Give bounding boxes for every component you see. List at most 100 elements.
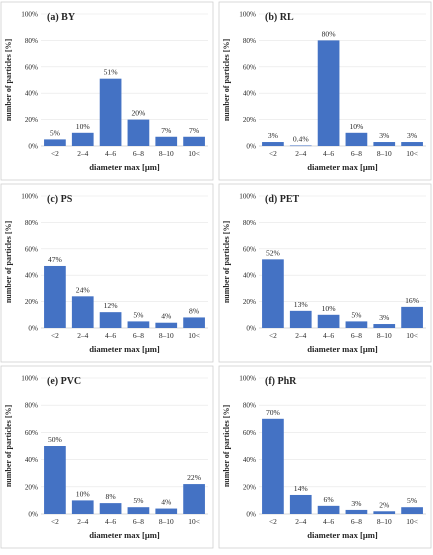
chart-title: (a) BY — [47, 12, 76, 23]
panel-frame — [218, 1, 432, 181]
bar — [289, 310, 312, 328]
y-tick-label: 40% — [25, 456, 38, 464]
x-tick-label: 4–6 — [105, 517, 116, 526]
y-tick-label: 20% — [243, 298, 256, 306]
y-tick-label: 0% — [28, 143, 38, 151]
x-tick-label: <2 — [269, 149, 277, 158]
x-tick-label: 8–10 — [159, 331, 174, 340]
x-tick-label: 10< — [188, 149, 200, 158]
bar — [183, 484, 205, 514]
data-label: 3% — [379, 313, 390, 322]
chart-title: (d) PET — [265, 194, 300, 205]
y-tick-label: 40% — [243, 90, 256, 98]
bar — [262, 418, 284, 514]
x-axis-label: diameter max [μm] — [89, 530, 160, 540]
y-tick-label: 100% — [21, 11, 38, 19]
y-tick-label: 100% — [21, 375, 38, 383]
panel-frame — [0, 1, 214, 181]
bar — [183, 317, 205, 328]
data-label: 2% — [379, 500, 390, 509]
bar — [373, 324, 396, 328]
data-label: 50% — [48, 435, 63, 444]
y-tick-label: 0% — [246, 511, 256, 519]
chart-title: (f) PhR — [265, 376, 297, 387]
x-tick-label: <2 — [51, 517, 59, 526]
bar — [71, 500, 94, 514]
data-label: 80% — [322, 29, 337, 38]
bar — [155, 136, 178, 146]
data-label: 3% — [351, 499, 362, 508]
data-label: 20% — [131, 109, 146, 118]
x-tick-label: 2–4 — [295, 331, 306, 340]
chart-title: (c) PS — [47, 194, 73, 205]
x-axis-label: diameter max [μm] — [307, 344, 378, 354]
y-tick-label: 100% — [239, 375, 256, 383]
panel-frame — [0, 183, 214, 363]
chart-panel-6: 0% 20% 40% 60% 80% 100% 70% <2 14% 2–4 6% 4–6 3% 6–8 2… — [218, 365, 432, 549]
x-tick-label: 6–8 — [133, 331, 144, 340]
y-tick-label: 20% — [25, 116, 38, 124]
bar — [401, 306, 423, 328]
chart-panel-1: 0% 20% 40% 60% 80% 100% 5% <2 10% 2–4 51% 4–6 20% 6–8… — [0, 1, 214, 181]
x-tick-label: 8–10 — [377, 149, 392, 158]
x-axis-label: diameter max [μm] — [89, 344, 160, 354]
data-label: 51% — [104, 68, 119, 77]
bar — [345, 132, 368, 146]
data-label: 7% — [189, 126, 200, 135]
bar — [373, 511, 396, 514]
x-tick-label: 10< — [406, 331, 418, 340]
x-tick-label: 4–6 — [105, 331, 116, 340]
y-tick-label: 0% — [246, 325, 256, 333]
data-label: 14% — [294, 484, 309, 493]
panel-frame — [218, 183, 432, 363]
y-tick-label: 100% — [21, 193, 38, 201]
x-tick-label: <2 — [269, 331, 277, 340]
data-label: 5% — [407, 496, 418, 505]
bar — [262, 259, 284, 328]
bar — [71, 296, 94, 328]
data-label: 10% — [76, 489, 91, 498]
bar — [401, 142, 423, 146]
y-tick-label: 0% — [28, 325, 38, 333]
data-label: 22% — [187, 473, 202, 482]
y-tick-label: 0% — [28, 511, 38, 519]
x-tick-label: 2–4 — [295, 517, 306, 526]
y-tick-label: 80% — [243, 402, 256, 410]
x-axis-label: diameter max [μm] — [307, 530, 378, 540]
y-tick-label: 40% — [243, 456, 256, 464]
y-tick-label: 20% — [25, 298, 38, 306]
data-label: 6% — [324, 495, 335, 504]
y-tick-label: 60% — [25, 429, 38, 437]
chart-panel-5: 0% 20% 40% 60% 80% 100% 50% <2 10% 2–4 8% 4–6 5% 6–8 4… — [0, 365, 214, 549]
y-tick-label: 100% — [239, 193, 256, 201]
y-tick-label: 20% — [243, 116, 256, 124]
bar — [317, 505, 340, 514]
bar — [345, 509, 368, 514]
x-tick-label: 6–8 — [351, 149, 362, 158]
chart-panel-2: 0% 20% 40% 60% 80% 100% 3% <2 0.4% 2–4 80% 4–6 10% 6–… — [218, 1, 432, 181]
chart-panel-3: 0% 20% 40% 60% 80% 100% 47% <2 24% 2–4 12% 4–6 5% 6–8… — [0, 183, 214, 363]
bar — [44, 265, 66, 328]
y-tick-label: 60% — [25, 63, 38, 71]
bar — [183, 136, 205, 146]
bar — [44, 139, 66, 146]
x-tick-label: 6–8 — [133, 149, 144, 158]
x-tick-label: 8–10 — [159, 517, 174, 526]
bar — [127, 321, 150, 328]
y-tick-label: 100% — [239, 11, 256, 19]
data-label: 3% — [268, 131, 279, 140]
data-label: 4% — [161, 312, 172, 321]
y-tick-label: 40% — [25, 272, 38, 280]
x-tick-label: 4–6 — [323, 149, 334, 158]
x-tick-label: 2–4 — [77, 331, 88, 340]
data-label: 10% — [349, 122, 364, 131]
y-tick-label: 60% — [243, 245, 256, 253]
bar — [401, 507, 423, 514]
data-label: 52% — [266, 248, 281, 257]
bar — [155, 508, 178, 514]
bar — [44, 446, 66, 514]
data-label: 3% — [407, 131, 418, 140]
y-tick-label: 80% — [243, 37, 256, 45]
data-label: 8% — [106, 492, 117, 501]
